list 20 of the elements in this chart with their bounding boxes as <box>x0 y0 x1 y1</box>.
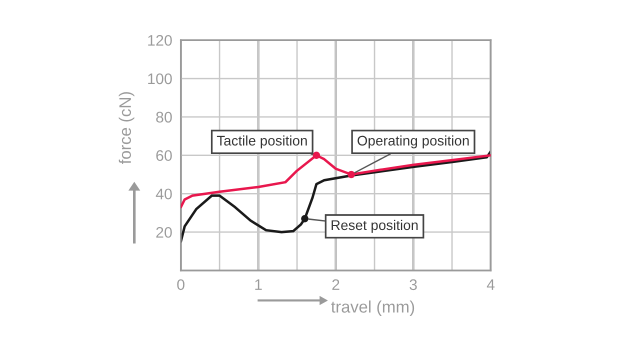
x-tick-label: 1 <box>255 279 262 290</box>
x-tick-label: 3 <box>410 279 417 290</box>
point <box>301 214 308 222</box>
x-axis-title: travel (mm) <box>331 300 414 316</box>
x-tick-label: 2 <box>332 279 340 290</box>
y-tick-label: 20 <box>156 226 172 238</box>
annotation: Tactile position <box>216 135 307 148</box>
annotation: Reset position <box>332 220 418 233</box>
y-tick-label: 40 <box>156 188 172 200</box>
point <box>348 170 355 178</box>
y-tick-label: 100 <box>148 73 172 84</box>
point <box>312 152 320 159</box>
line-series <box>180 150 491 243</box>
annotation: Operating position <box>358 135 469 148</box>
y-tick-label: 80 <box>156 112 172 123</box>
y-axis-title: force (cN) <box>118 92 134 164</box>
x-tick-label: 4 <box>486 279 495 290</box>
y-tick-label: 60 <box>156 150 172 161</box>
x-tick-label: 0 <box>177 279 184 290</box>
y-tick-label: 120 <box>148 34 172 46</box>
